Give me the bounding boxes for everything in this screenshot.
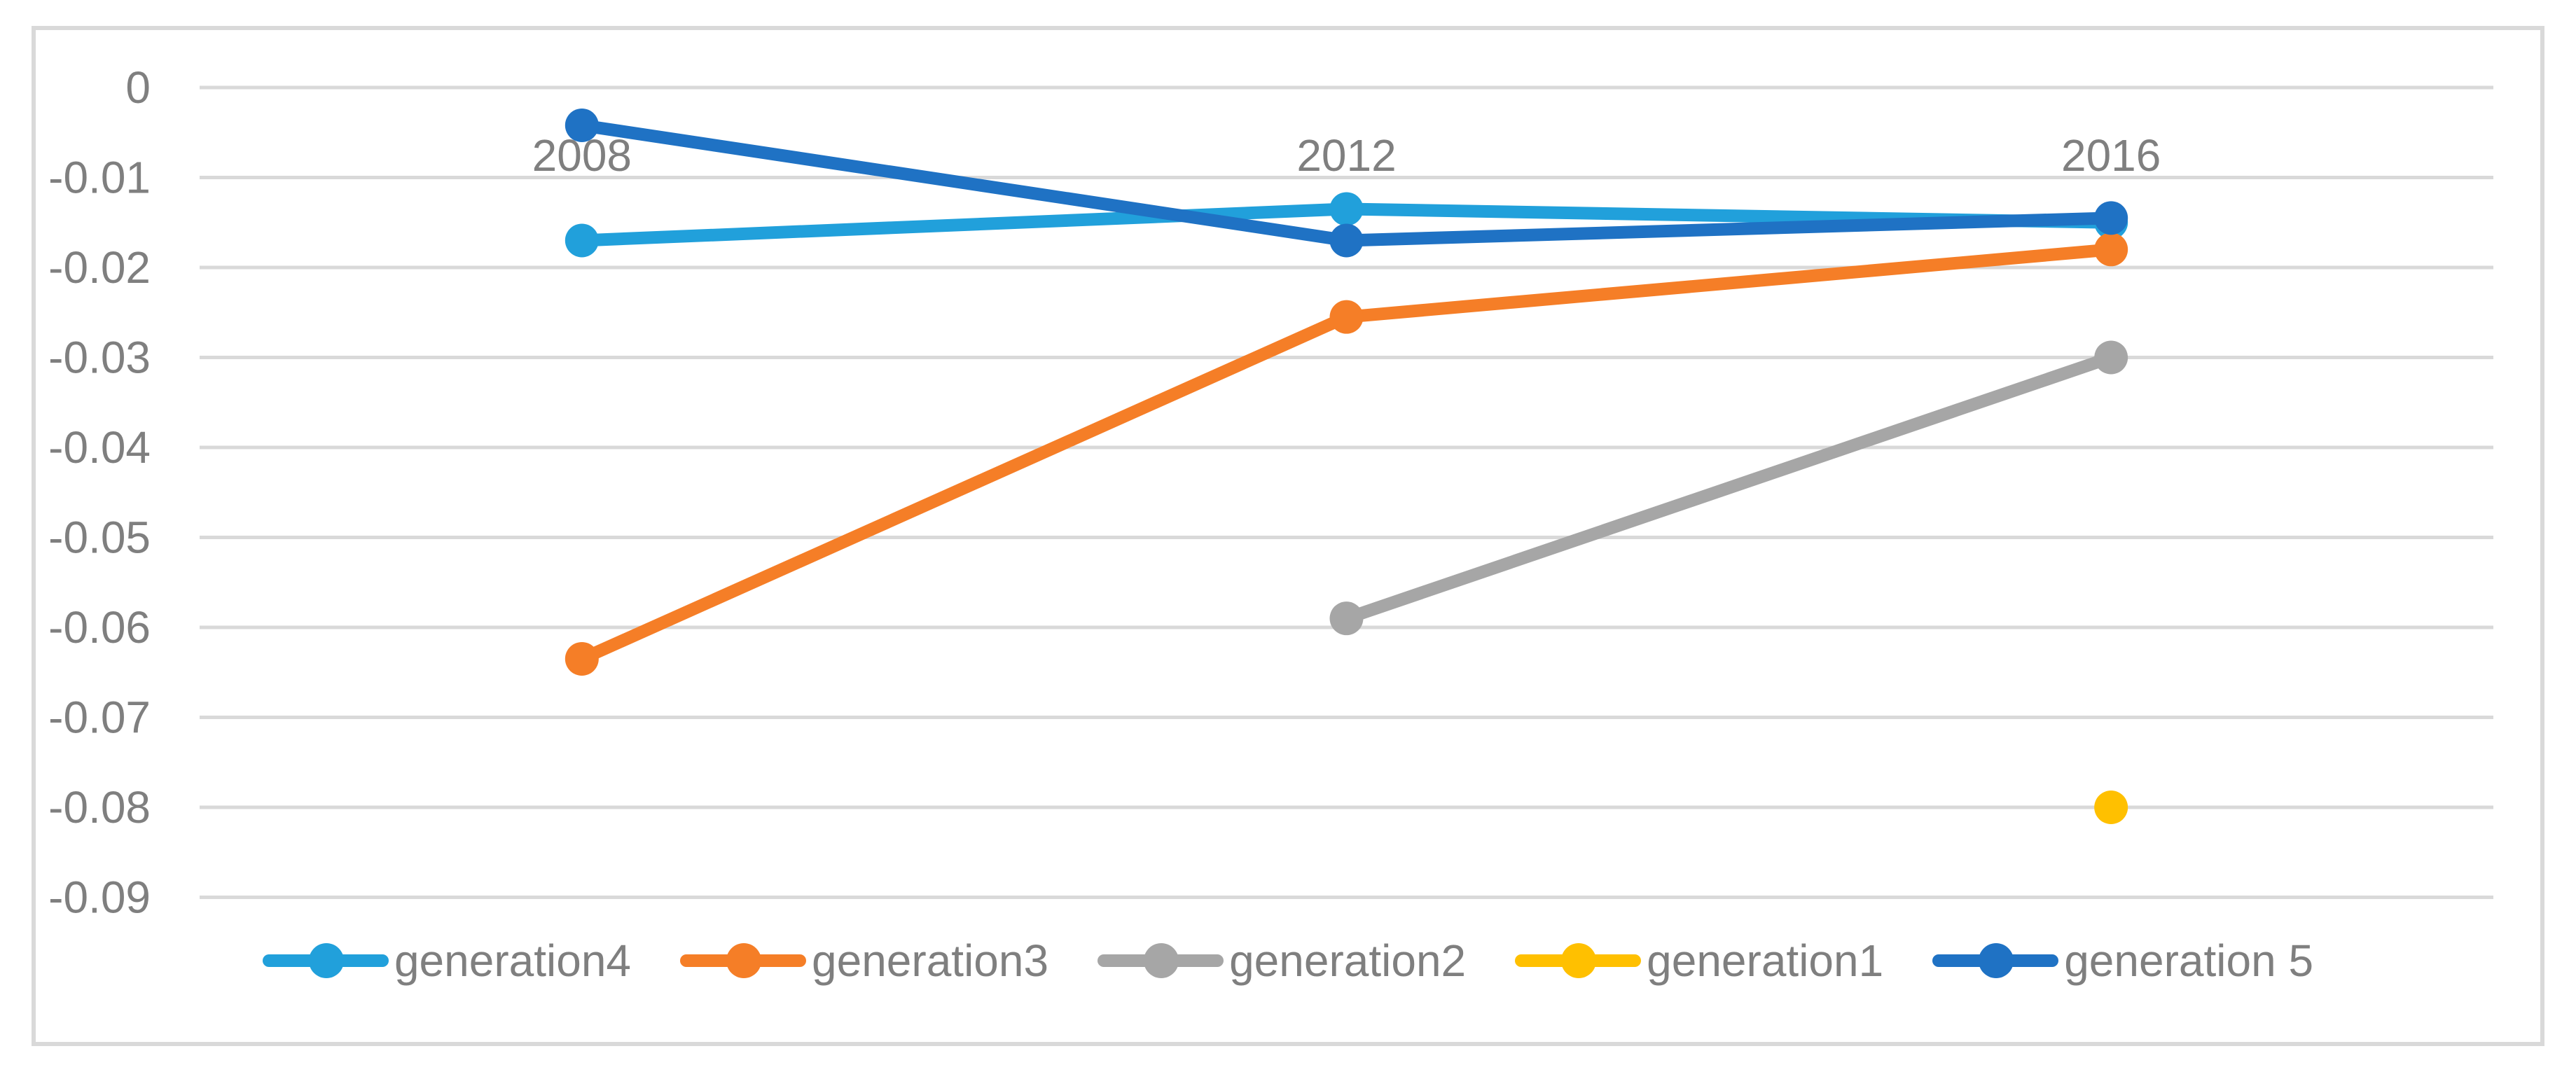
legend-label: generation4	[394, 935, 632, 986]
y-axis-tick-label: -0.02	[48, 242, 151, 293]
data-point-generation-5-2008	[565, 108, 599, 142]
y-axis-tick-label: -0.03	[48, 333, 151, 383]
data-point-generation3-2012	[1329, 300, 1364, 334]
x-axis-label-2008: 2008	[532, 130, 632, 181]
data-point-generation4-2008	[565, 223, 599, 258]
series-line-generation3	[1345, 243, 2112, 323]
series-line-generation2	[1344, 351, 2114, 625]
data-point-generation-5-2016	[2094, 201, 2128, 235]
y-axis-tick-label: 0	[125, 62, 151, 113]
legend-item-generation-5: generation 5	[1932, 938, 2313, 983]
y-axis-tick-label: -0.05	[48, 513, 151, 563]
legend-label: generation2	[1229, 935, 1467, 986]
series-line-generation3	[579, 311, 1350, 665]
data-point-generation3-2008	[565, 641, 599, 676]
legend-line-marker-icon	[680, 938, 807, 983]
data-point-generation2-2016	[2094, 340, 2128, 375]
y-axis-tick-label: -0.09	[48, 872, 151, 923]
y-axis-tick-label: -0.04	[48, 422, 151, 473]
series-line-generation-5	[581, 119, 1348, 247]
legend-line-marker-icon	[262, 938, 389, 983]
data-point-generation4-2012	[1329, 192, 1364, 226]
y-axis-tick-label: -0.07	[48, 692, 151, 743]
legend-item-generation2: generation2	[1097, 938, 1466, 983]
y-axis-tick-label: -0.08	[48, 782, 151, 833]
legend-line-marker-icon	[1097, 938, 1224, 983]
y-axis-tick-label: -0.06	[48, 602, 151, 653]
legend-label: generation 5	[2064, 935, 2314, 986]
x-axis-label-2012: 2012	[1296, 130, 1396, 181]
y-axis-tick-label: -0.01	[48, 153, 151, 203]
data-point-generation2-2012	[1329, 601, 1364, 636]
series-line-generation4	[581, 202, 1347, 247]
chart-legend: generation4 generation3 generation2 gene…	[0, 938, 2576, 983]
legend-label: generation3	[812, 935, 1049, 986]
legend-item-generation4: generation4	[262, 935, 632, 986]
legend-label: generation1	[1647, 935, 1884, 986]
x-axis-label-2016: 2016	[2061, 130, 2161, 181]
legend-line-marker-icon	[1515, 938, 1642, 983]
legend-item-generation3: generation3	[680, 938, 1048, 983]
data-point-generation1-2016	[2094, 791, 2128, 824]
data-point-generation-5-2012	[1329, 223, 1364, 258]
series-line-generation-5	[1346, 211, 2112, 247]
legend-item-generation1: generation1	[1515, 938, 1883, 983]
legend-line-marker-icon	[1932, 938, 2059, 983]
data-point-generation3-2016	[2094, 232, 2128, 267]
